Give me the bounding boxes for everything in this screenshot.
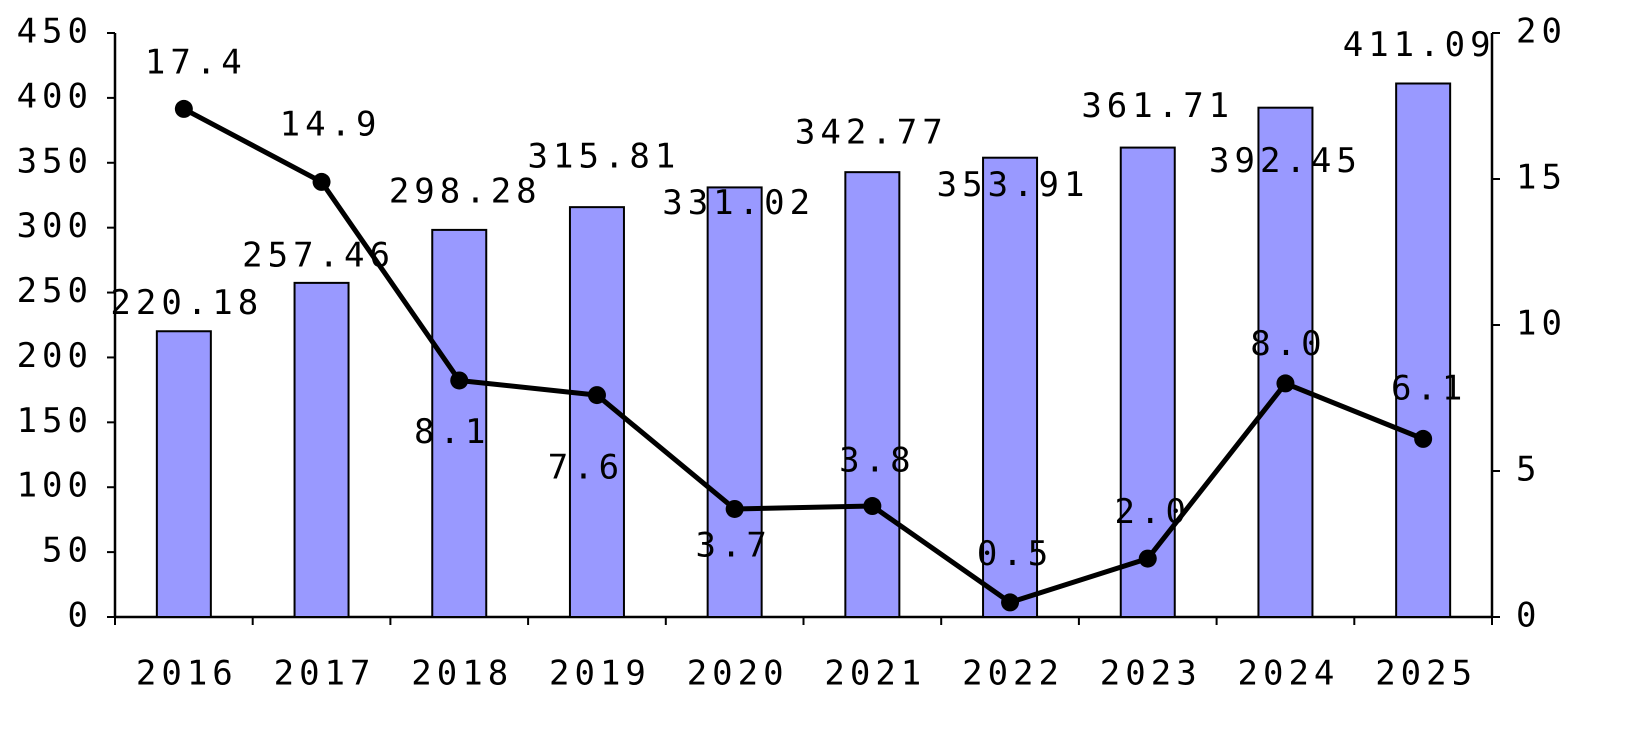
x-tick-label: 2024 (1238, 654, 1340, 694)
line-marker (725, 499, 744, 518)
line-value-label: 17.4 (145, 42, 247, 82)
y-tick-label: 250 (17, 271, 93, 311)
bar-value-label: 220.18 (110, 283, 263, 323)
bar-value-label: 315.81 (528, 137, 681, 177)
line-value-label: 2.0 (1115, 492, 1191, 532)
y-tick-label: 350 (17, 141, 93, 181)
line-marker (1138, 549, 1157, 568)
line-value-label: 8.1 (414, 412, 490, 452)
x-tick-label: 2022 (962, 654, 1064, 694)
bar-value-label: 411.09 (1343, 25, 1496, 65)
x-tick-label: 2019 (549, 654, 651, 694)
bar (1257, 106, 1314, 619)
line-marker (174, 99, 193, 118)
line-marker (450, 371, 469, 390)
bar (1119, 146, 1176, 618)
bar (982, 156, 1039, 618)
x-tick-label: 2017 (274, 654, 376, 694)
bar-value-label: 331.02 (662, 183, 815, 223)
x-tick-label: 2016 (136, 654, 238, 694)
bar-value-label: 353.91 (937, 165, 1090, 205)
line-value-label: 0.5 (977, 534, 1053, 574)
bar-value-label: 342.77 (795, 113, 948, 153)
bar (706, 186, 763, 618)
bar (431, 228, 488, 619)
x-tick-label: 2020 (687, 654, 789, 694)
line-value-label: 8.0 (1250, 324, 1326, 364)
bar (155, 330, 212, 618)
y2-tick-label: 0 (1516, 596, 1541, 636)
y2-tick-label: 10 (1516, 304, 1567, 344)
y-tick-label: 400 (17, 76, 93, 116)
line-value-label: 3.8 (839, 441, 915, 481)
y-tick-label: 50 (42, 531, 93, 571)
line (182, 106, 1425, 605)
bar-value-label: 257.46 (242, 235, 395, 275)
line-value-label: 6.1 (1391, 368, 1467, 408)
line-value-label: 14.9 (280, 104, 382, 144)
line-marker (863, 497, 882, 516)
x-tick-label: 2023 (1100, 654, 1202, 694)
y-tick-label: 300 (17, 206, 93, 246)
y2-tick-label: 20 (1516, 12, 1567, 52)
line-marker (312, 172, 331, 191)
line-marker (1001, 593, 1020, 612)
line-value-label: 7.6 (548, 448, 624, 488)
y2-tick-label: 15 (1516, 158, 1567, 198)
bar-value-label: 361.71 (1081, 86, 1234, 126)
line-marker (1414, 429, 1433, 448)
line-value-label: 3.7 (695, 525, 771, 565)
y-tick-label: 0 (68, 596, 93, 636)
line-marker (587, 386, 606, 405)
x-tick-label: 2018 (411, 654, 513, 694)
bar (844, 171, 901, 618)
line-marker (1276, 374, 1295, 393)
bar-value-label: 298.28 (389, 171, 542, 211)
x-tick-label: 2021 (824, 654, 926, 694)
y-tick-label: 150 (17, 401, 93, 441)
bar (1395, 82, 1452, 619)
x-tick-label: 2025 (1375, 654, 1477, 694)
bar (293, 281, 350, 618)
y-tick-label: 100 (17, 466, 93, 506)
y-tick-label: 200 (17, 336, 93, 376)
bar-value-label: 392.45 (1209, 141, 1362, 181)
y-tick-label: 450 (17, 12, 93, 52)
y2-tick-label: 5 (1516, 450, 1541, 490)
